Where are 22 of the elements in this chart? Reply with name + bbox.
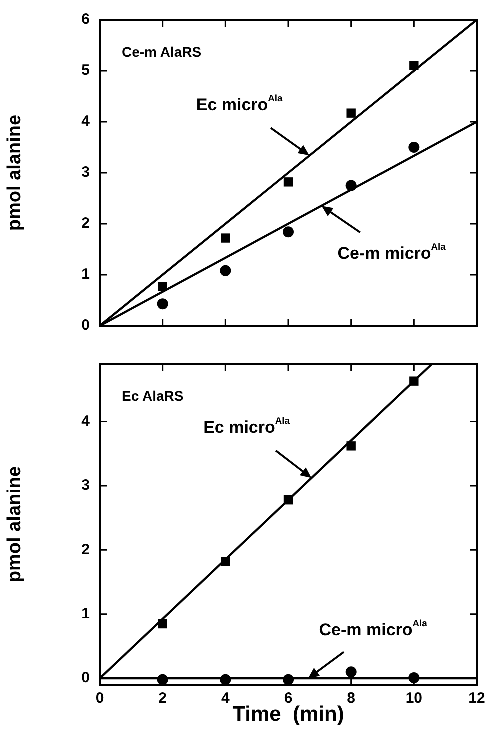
y-tick-label: 5 [82, 62, 90, 80]
y-tick-label: 2 [82, 541, 90, 558]
y-tick-label: 3 [82, 477, 90, 494]
y-tick-label: 6 [82, 11, 90, 28]
annotation: Ec AlaRS [122, 388, 184, 404]
y-axis-title: pmol alanine [4, 466, 26, 583]
x-tick-label: 12 [468, 690, 486, 708]
y-tick-label: 0 [82, 670, 90, 687]
x-tick-label: 10 [406, 690, 423, 708]
y-tick-label: 3 [82, 164, 90, 182]
y-tick-label: 4 [82, 412, 91, 430]
y-axis-title: pmol alanine [4, 114, 26, 232]
x-tick-label: 4 [221, 690, 230, 708]
y-tick-label: 2 [82, 215, 90, 232]
annotation: Ce-m AlaRS [122, 44, 202, 60]
y-tick-label: 4 [82, 113, 91, 130]
y-tick-label: 0 [82, 317, 90, 334]
y-tick-label: 1 [82, 606, 90, 623]
x-tick-label: 8 [347, 690, 356, 708]
x-tick-label: 2 [158, 690, 168, 708]
y-tick-label: 1 [82, 266, 90, 284]
x-tick-label: 0 [96, 690, 104, 708]
